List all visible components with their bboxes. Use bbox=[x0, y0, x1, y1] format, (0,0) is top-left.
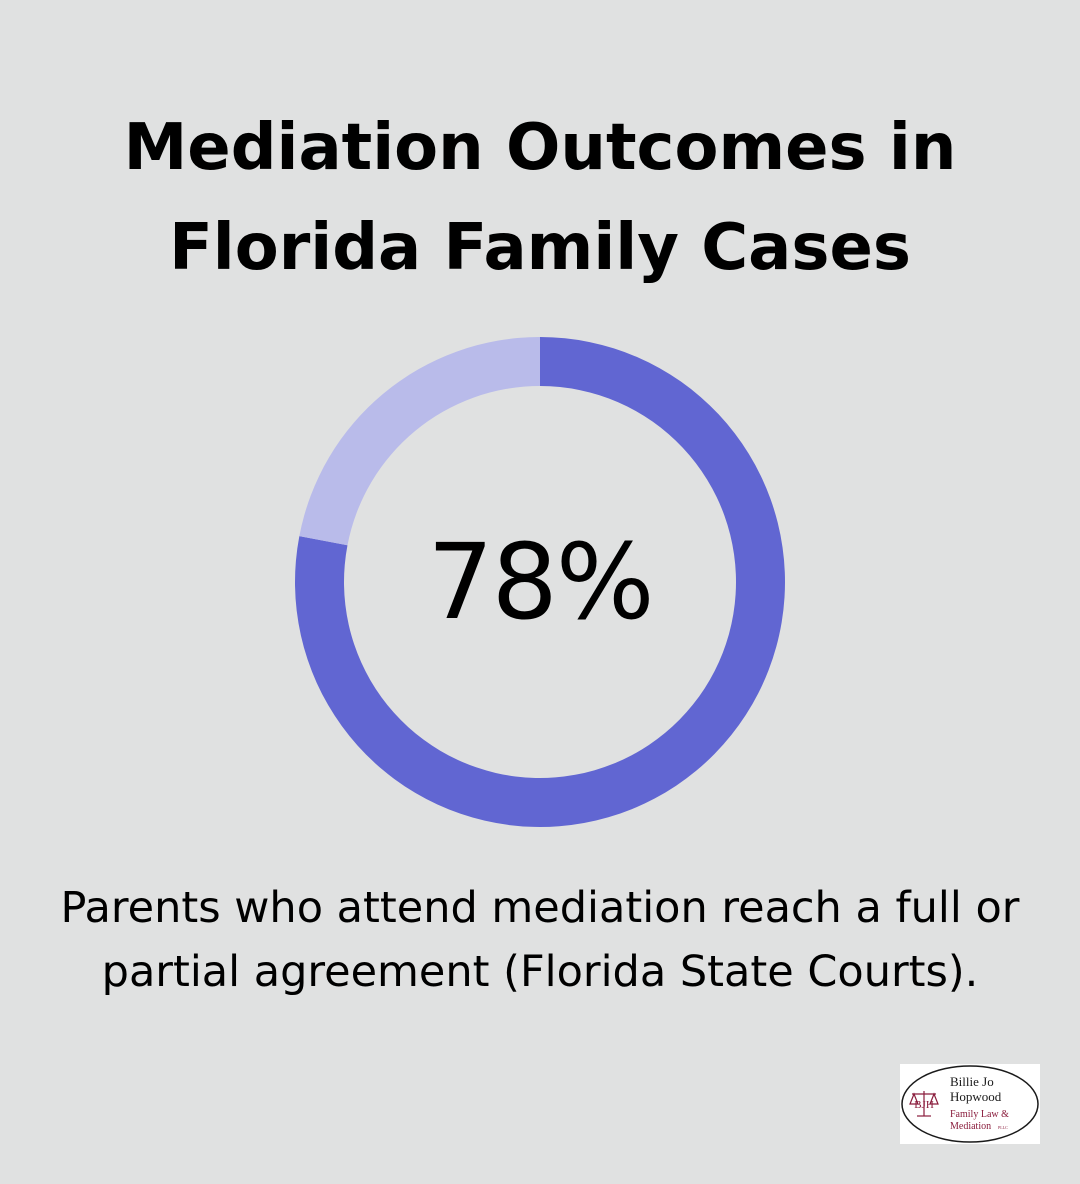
title-line-2: Florida Family Cases bbox=[169, 211, 911, 285]
caption-line-1: Parents who attend mediation reach a ful… bbox=[60, 883, 1020, 933]
caption-text: Parents who attend mediation reach a ful… bbox=[0, 876, 1080, 1004]
logo-sub-line-1: Family Law & bbox=[950, 1109, 1009, 1120]
percentage-value: 78% bbox=[427, 521, 654, 643]
donut-slice-2 bbox=[299, 337, 540, 546]
donut-chart bbox=[295, 337, 785, 827]
logo-graphic: BJH Billie Jo Hopwood Family Law & Media… bbox=[901, 1065, 1039, 1143]
logo-name-line-1: Billie Jo bbox=[950, 1074, 994, 1089]
caption-line-2: partial agreement (Florida State Courts)… bbox=[101, 947, 979, 997]
page-title: Mediation Outcomes in Florida Family Cas… bbox=[0, 98, 1080, 298]
logo-suffix: PLLC bbox=[998, 1125, 1008, 1130]
scales-icon bbox=[909, 1091, 939, 1117]
logo-sub-line-2: Mediation bbox=[950, 1121, 991, 1132]
firm-logo: BJH Billie Jo Hopwood Family Law & Media… bbox=[900, 1064, 1040, 1144]
logo-monogram: BJH bbox=[914, 1099, 934, 1111]
logo-oval bbox=[901, 1065, 1039, 1143]
logo-name-line-2: Hopwood bbox=[950, 1089, 1002, 1104]
title-line-1: Mediation Outcomes in bbox=[123, 111, 957, 185]
